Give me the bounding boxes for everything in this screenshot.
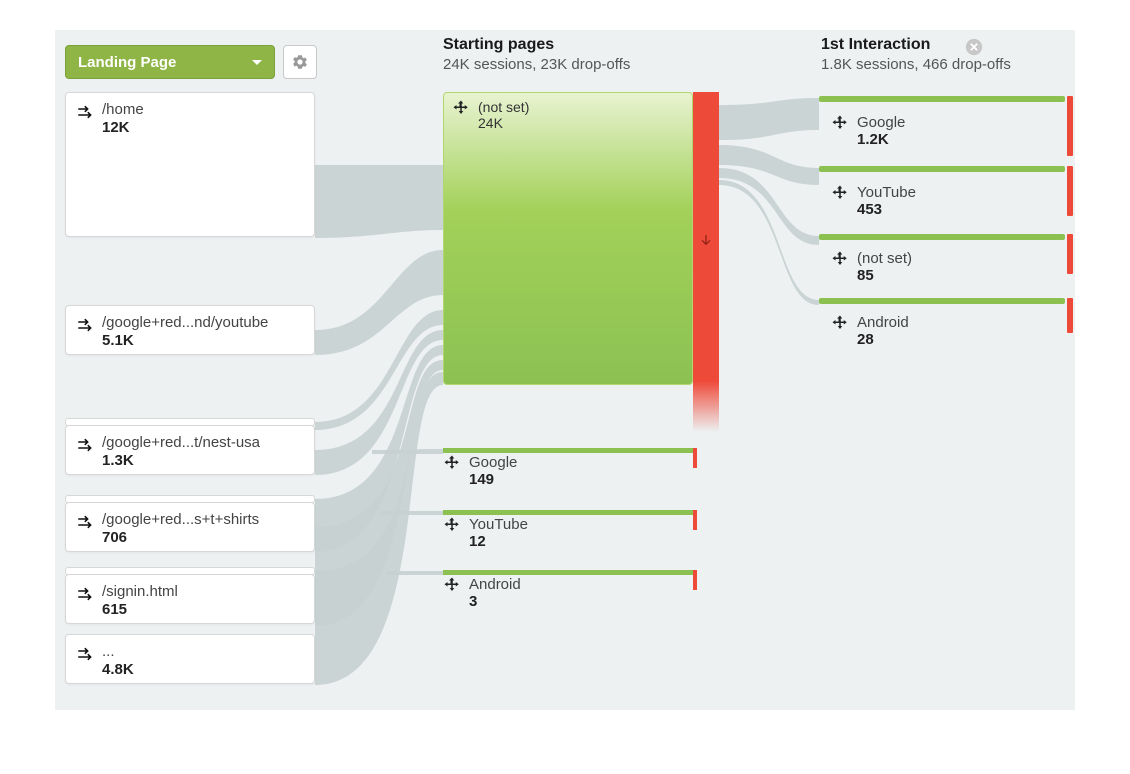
node-label: Android	[469, 576, 521, 593]
arrow-down-icon	[698, 232, 714, 250]
through-traffic-icon	[831, 314, 849, 335]
node-label: YouTube	[857, 184, 916, 201]
page-arrows-icon	[76, 585, 94, 606]
landing-value: 4.8K	[102, 661, 134, 678]
node-value: 1.2K	[857, 131, 905, 148]
interaction-node[interactable]: Google1.2K	[829, 108, 907, 154]
node-value: 149	[469, 471, 517, 488]
landing-card[interactable]: /signin.html615	[65, 574, 315, 624]
landing-card[interactable]: /google+red...nd/youtube5.1K	[65, 305, 315, 355]
interaction-strip	[819, 234, 1065, 240]
close-icon	[965, 38, 983, 56]
node-value: 85	[857, 267, 912, 284]
landing-value: 706	[102, 529, 259, 546]
node-value: 24K	[478, 115, 529, 131]
starting-node[interactable]: Google149	[443, 454, 517, 488]
dimension-dropdown[interactable]: Landing Page	[65, 45, 275, 79]
page-arrows-icon	[76, 316, 94, 337]
landing-label: ...	[102, 643, 134, 660]
page-arrows-icon	[76, 103, 94, 124]
node-label: (not set)	[478, 99, 529, 115]
starting-node-main[interactable]: (not set) 24K	[443, 92, 693, 385]
through-traffic-icon	[831, 250, 849, 271]
landing-label: /google+red...t/nest-usa	[102, 434, 260, 451]
node-strip	[443, 448, 693, 453]
column-header-starting: Starting pages 24K sessions, 23K drop-of…	[443, 36, 630, 73]
node-dropoff-strip	[693, 448, 697, 468]
interaction-dropoff-strip	[1067, 96, 1073, 156]
page-arrows-icon	[76, 436, 94, 457]
interaction-dropoff-strip	[1067, 234, 1073, 274]
page-arrows-icon	[76, 645, 94, 666]
landing-value: 12K	[102, 119, 144, 136]
column-subtitle: 24K sessions, 23K drop-offs	[443, 56, 630, 73]
page-arrows-icon	[76, 513, 94, 534]
dropoff-indicator[interactable]	[693, 92, 719, 432]
column-title: Starting pages	[443, 36, 630, 54]
landing-value: 5.1K	[102, 332, 268, 349]
landing-label: /home	[102, 101, 144, 118]
landing-label: /google+red...nd/youtube	[102, 314, 268, 331]
interaction-node[interactable]: (not set)85	[829, 244, 914, 290]
interaction-strip	[819, 166, 1065, 172]
settings-button[interactable]	[283, 45, 317, 79]
starting-node[interactable]: YouTube12	[443, 516, 528, 550]
column-subtitle: 1.8K sessions, 466 drop-offs	[821, 56, 1011, 73]
interaction-node[interactable]: Android28	[829, 308, 911, 354]
behavior-flow-canvas: Landing Page Starting pages 24K sessions…	[55, 30, 1075, 710]
dimension-dropdown-label: Landing Page	[78, 54, 176, 71]
interaction-strip	[819, 96, 1065, 102]
node-value: 3	[469, 593, 521, 610]
chevron-down-icon	[252, 60, 262, 65]
interaction-dropoff-strip	[1067, 298, 1073, 333]
landing-value: 1.3K	[102, 452, 260, 469]
landing-label: /signin.html	[102, 583, 178, 600]
landing-card[interactable]: ...4.8K	[65, 634, 315, 684]
through-traffic-icon	[831, 114, 849, 135]
node-strip	[443, 570, 693, 575]
node-label: (not set)	[857, 250, 912, 267]
gear-icon	[291, 53, 309, 71]
interaction-node[interactable]: YouTube453	[829, 178, 918, 224]
node-label: Google	[857, 114, 905, 131]
landing-card[interactable]: /google+red...t/nest-usa1.3K	[65, 425, 315, 475]
through-traffic-icon	[831, 184, 849, 205]
landing-card[interactable]: /google+red...s+t+shirts706	[65, 502, 315, 552]
node-value: 453	[857, 201, 916, 218]
through-traffic-icon	[443, 516, 461, 537]
starting-node[interactable]: Android3	[443, 576, 521, 610]
node-label: Android	[857, 314, 909, 331]
node-label: YouTube	[469, 516, 528, 533]
through-traffic-icon	[443, 576, 461, 597]
interaction-dropoff-strip	[1067, 166, 1073, 216]
through-traffic-icon	[452, 99, 470, 117]
landing-label: /google+red...s+t+shirts	[102, 511, 259, 528]
node-dropoff-strip	[693, 570, 697, 590]
node-value: 28	[857, 331, 909, 348]
node-dropoff-strip	[693, 510, 697, 530]
interaction-strip	[819, 298, 1065, 304]
through-traffic-icon	[443, 454, 461, 475]
landing-card[interactable]: /home12K	[65, 92, 315, 237]
node-label: Google	[469, 454, 517, 471]
close-column-button[interactable]	[965, 38, 983, 56]
node-value: 12	[469, 533, 528, 550]
node-strip	[443, 510, 693, 515]
landing-value: 615	[102, 601, 178, 618]
